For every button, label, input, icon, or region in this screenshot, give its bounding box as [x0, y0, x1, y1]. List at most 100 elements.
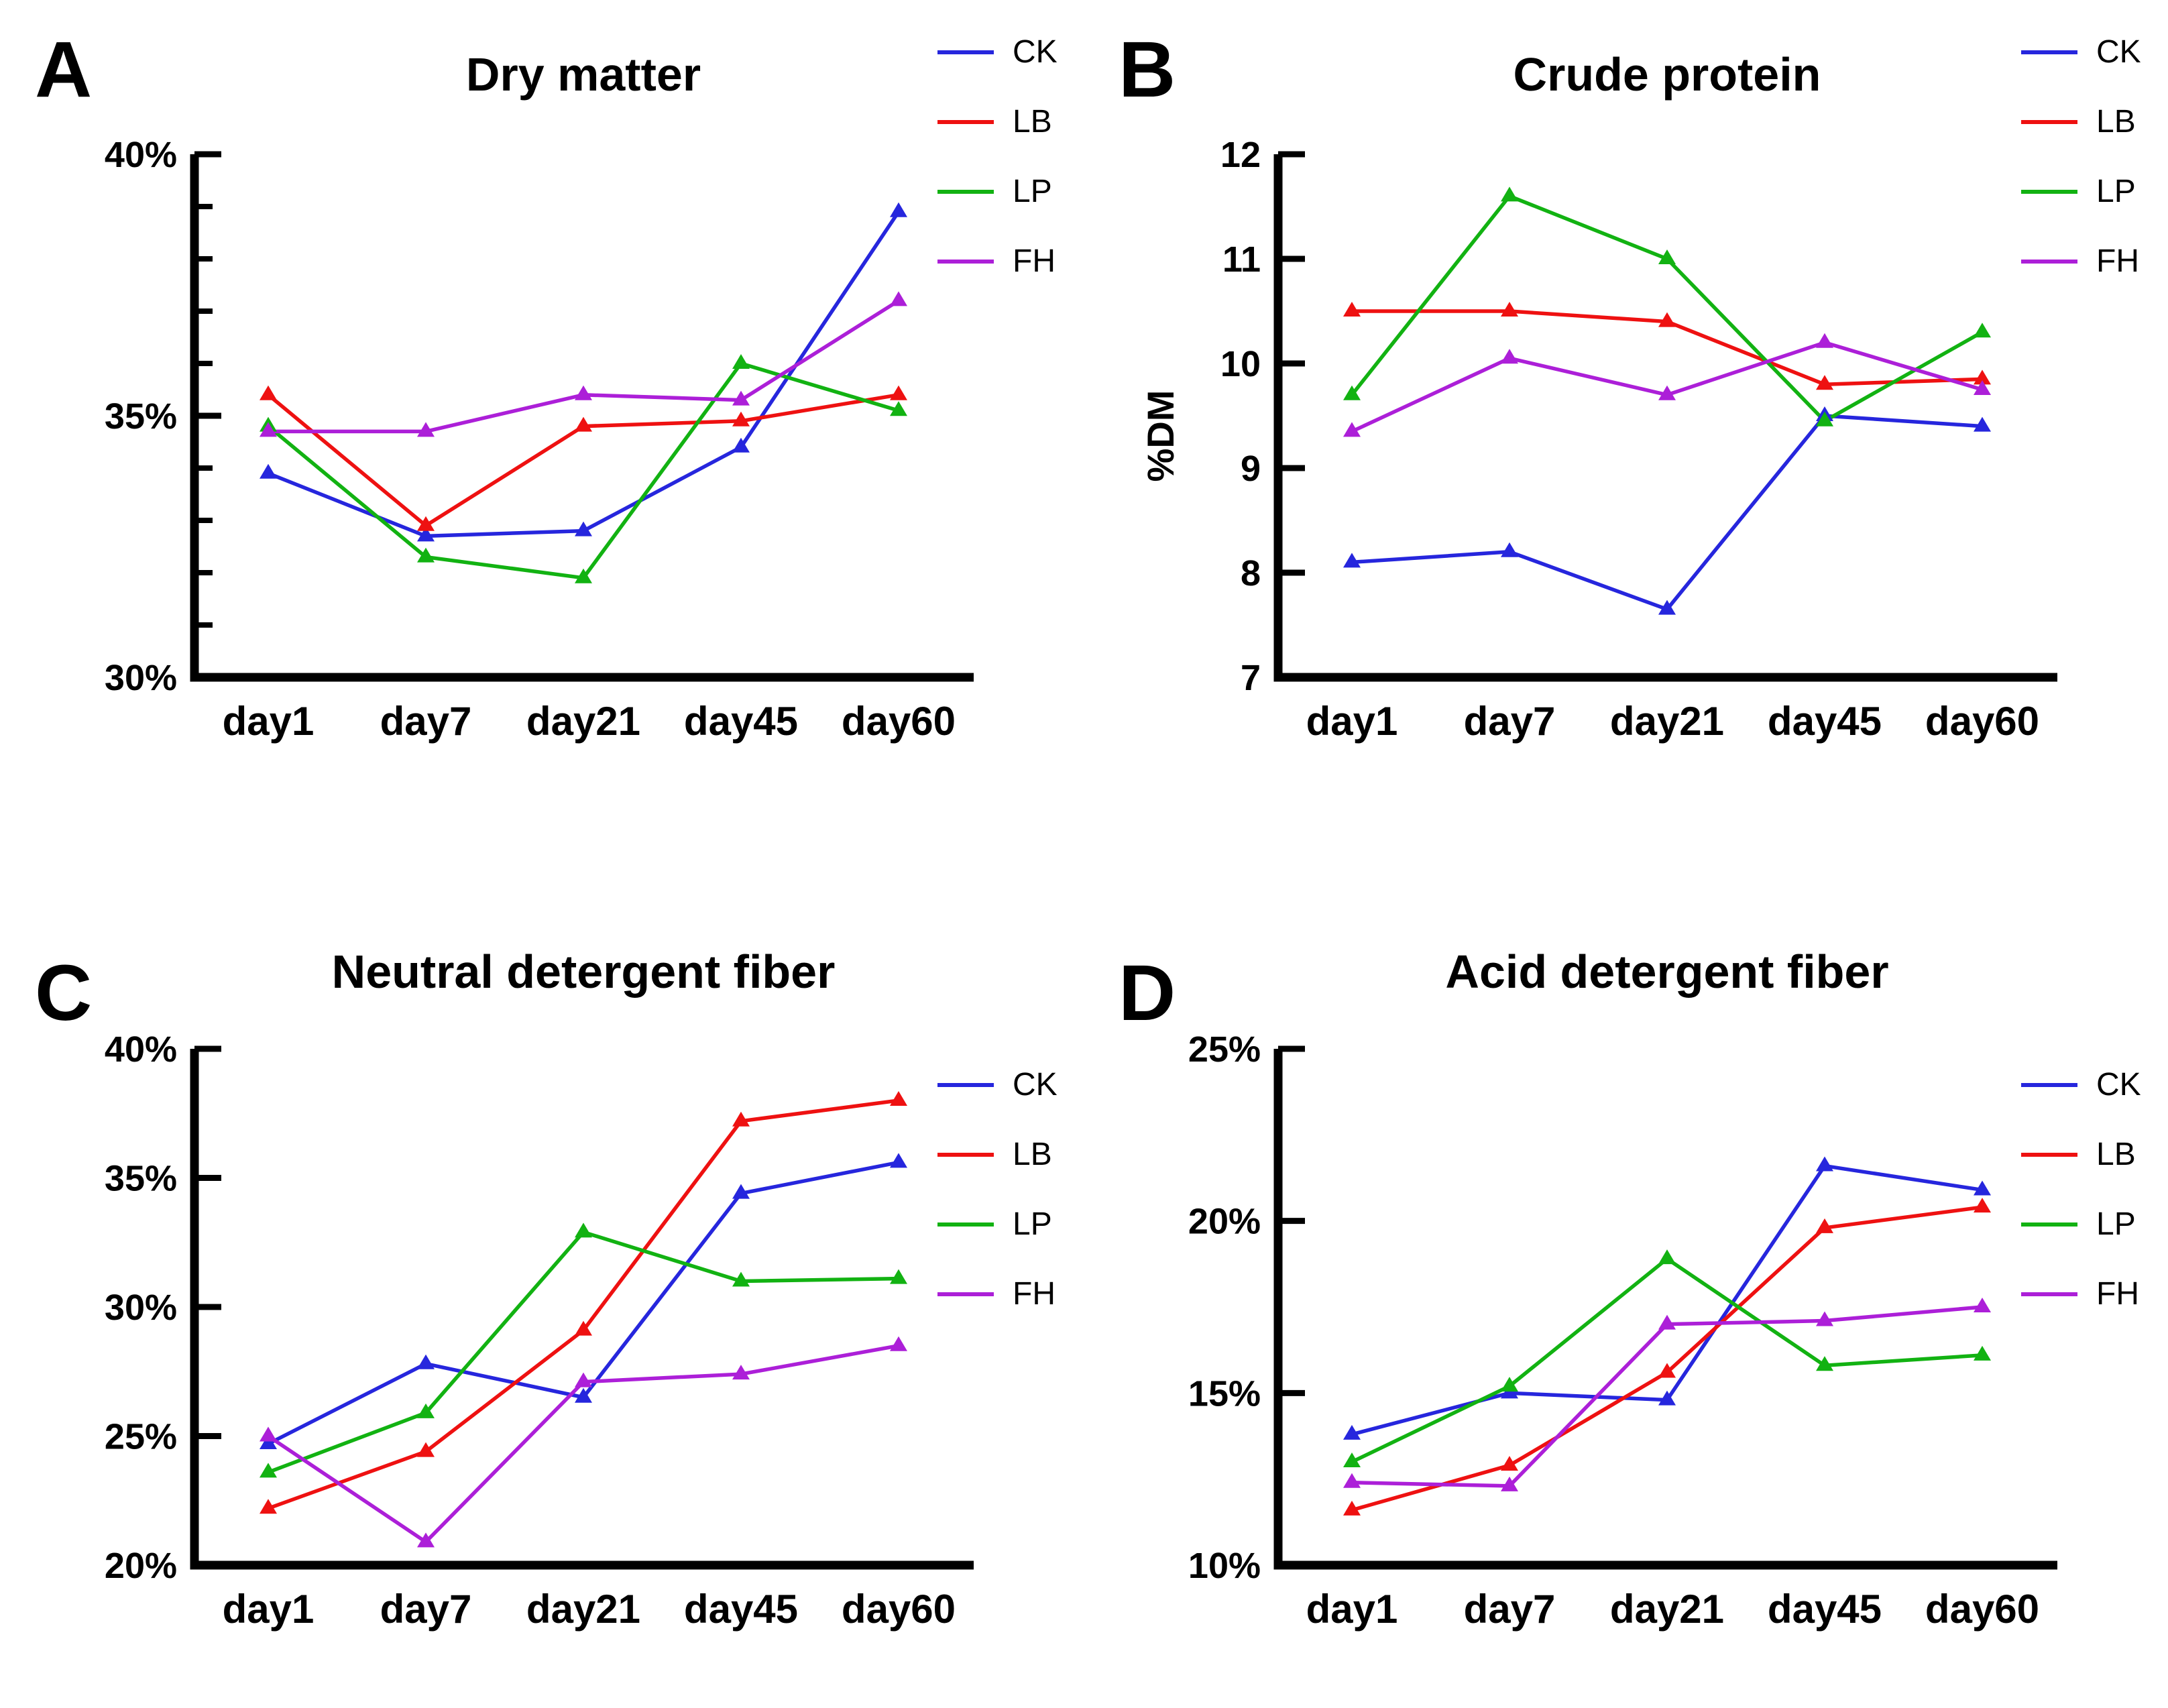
marker-FH-day45	[1816, 1311, 1833, 1326]
marker-FH-day21	[575, 385, 592, 400]
marker-FH-day60	[890, 291, 907, 306]
marker-LP-day60	[1974, 1345, 1991, 1361]
marker-LB-day7	[417, 1442, 435, 1457]
marker-FH-day1	[1343, 1473, 1361, 1488]
series-line-CK	[266, 210, 901, 538]
legend-entry-LP: LP	[937, 1206, 1058, 1243]
marker-LP-day45	[1816, 1356, 1833, 1371]
chart-title: Neutral detergent fiber	[331, 946, 836, 998]
marker-LB-day21	[1658, 312, 1676, 327]
marker-FH-day45	[1816, 333, 1833, 348]
legend: CK LB LP FH	[2021, 34, 2141, 280]
marker-FH-day60	[1974, 1298, 1991, 1312]
marker-LP-day7	[417, 1403, 435, 1418]
panel-letter: C	[35, 949, 93, 1037]
marker-LB-day7	[1501, 1456, 1518, 1471]
legend-label: CK	[2096, 1067, 2141, 1102]
marker-LB-day45	[732, 1111, 750, 1127]
y-tick-label: 30%	[105, 658, 177, 698]
y-tick-label: 10	[1220, 344, 1261, 384]
y-tick-label: 8	[1241, 553, 1261, 593]
marker-FH-day60	[890, 1336, 907, 1351]
x-category-label: day45	[684, 1587, 798, 1632]
marker-LB-day7	[417, 516, 435, 531]
y-tick-label: 25%	[105, 1417, 177, 1457]
marker-LP-day21	[1658, 249, 1676, 264]
legend-entry-LP: LP	[2021, 1206, 2141, 1243]
x-category-label: day60	[842, 1587, 956, 1632]
x-category-label: day60	[842, 699, 956, 744]
x-category-label: day21	[526, 699, 640, 744]
legend-label: FH	[2096, 1276, 2139, 1312]
plot-area-D: 10% 15% 20% 25% day1 day7 day21 day45 day60	[1188, 1029, 2057, 1632]
marker-FH-day7	[417, 422, 435, 437]
y-tick-label: 35%	[105, 396, 177, 437]
marker-LP-day45	[732, 1271, 750, 1287]
legend-label: LB	[2096, 1137, 2136, 1172]
marker-FH-day21	[1658, 385, 1676, 400]
marker-LP-day1	[1343, 1453, 1361, 1467]
y-tick-label: 40%	[105, 1029, 177, 1070]
y-tick-label: 25%	[1188, 1029, 1261, 1070]
y-tick-label: 7	[1241, 658, 1261, 698]
marker-LB-day1	[260, 385, 277, 400]
legend-line-swatch	[937, 50, 994, 54]
legend-label: CK	[1013, 34, 1058, 70]
marker-LP-day21	[575, 568, 592, 583]
y-tick-label: 20%	[1188, 1202, 1261, 1242]
legend-line-swatch	[2021, 190, 2077, 194]
legend-entry-CK: CK	[2021, 34, 2141, 71]
legend: CK LB LP FH	[2021, 1066, 2141, 1313]
legend: CK LB LP FH	[937, 1066, 1058, 1313]
x-category-label: day45	[1768, 1587, 1882, 1632]
legend-label: LP	[2096, 174, 2136, 209]
legend-line-swatch	[937, 120, 994, 124]
legend-line-swatch	[2021, 50, 2077, 54]
plot-area-C: 20% 25% 30% 35% 40% day1 day7 day21 day45 day60	[105, 1029, 974, 1632]
marker-CK-day7	[417, 526, 435, 542]
y-axis-title: %DM	[1139, 390, 1182, 482]
marker-CK-day21	[575, 1387, 592, 1403]
marker-FH-day45	[732, 1365, 750, 1380]
marker-CK-day1	[1343, 553, 1361, 568]
marker-LB-day60	[890, 385, 907, 400]
y-tick-label: 11	[1222, 239, 1261, 280]
marker-LB-day21	[575, 1320, 592, 1336]
y-tick-label: 40%	[105, 135, 177, 175]
legend-line-swatch	[937, 1292, 994, 1296]
panel-B: 7 8 9 10 11 12 day1 day7 day21 day45 day60 B Crude…	[1084, 0, 2168, 854]
marker-CK-day60	[890, 202, 907, 217]
marker-FH-day45	[732, 390, 750, 406]
legend-line-swatch	[2021, 1222, 2077, 1227]
legend-entry-LP: LP	[2021, 173, 2141, 211]
marker-LB-day60	[1974, 369, 1991, 385]
y-tick-label: 20%	[105, 1546, 177, 1586]
marker-FH-day1	[1343, 422, 1361, 437]
marker-CK-day45	[1816, 1156, 1833, 1172]
marker-CK-day60	[1974, 1180, 1991, 1196]
x-category-label: day45	[1768, 699, 1882, 744]
legend-line-swatch	[2021, 1292, 2077, 1296]
plot-area-A: 30% 35% 40% day1 day7 day21 day45 day60	[105, 135, 974, 744]
legend-label: FH	[2096, 243, 2139, 279]
y-tick-label: 9	[1241, 449, 1261, 489]
x-category-label: day60	[1925, 1587, 2039, 1632]
panel-letter: D	[1119, 949, 1176, 1037]
marker-LB-day60	[1974, 1198, 1991, 1213]
legend-entry-FH: FH	[2021, 243, 2141, 280]
marker-CK-day21	[1658, 600, 1676, 615]
marker-LB-day1	[260, 1499, 277, 1514]
legend-label: CK	[1013, 1067, 1058, 1102]
marker-LB-day7	[1501, 302, 1518, 317]
legend-entry-LB: LB	[2021, 1136, 2141, 1174]
legend-entry-LB: LB	[2021, 103, 2141, 141]
legend-line-swatch	[2021, 120, 2077, 124]
panel-A: 30% 35% 40% day1 day7 day21 day45 day60 A Dry m…	[0, 0, 1084, 854]
legend-line-swatch	[937, 1153, 994, 1157]
marker-LB-day45	[732, 411, 750, 426]
x-category-label: day1	[223, 699, 315, 744]
x-category-label: day7	[1464, 699, 1556, 744]
marker-CK-day45	[732, 437, 750, 453]
marker-LP-day21	[575, 1222, 592, 1238]
marker-LP-day21	[1658, 1249, 1676, 1265]
